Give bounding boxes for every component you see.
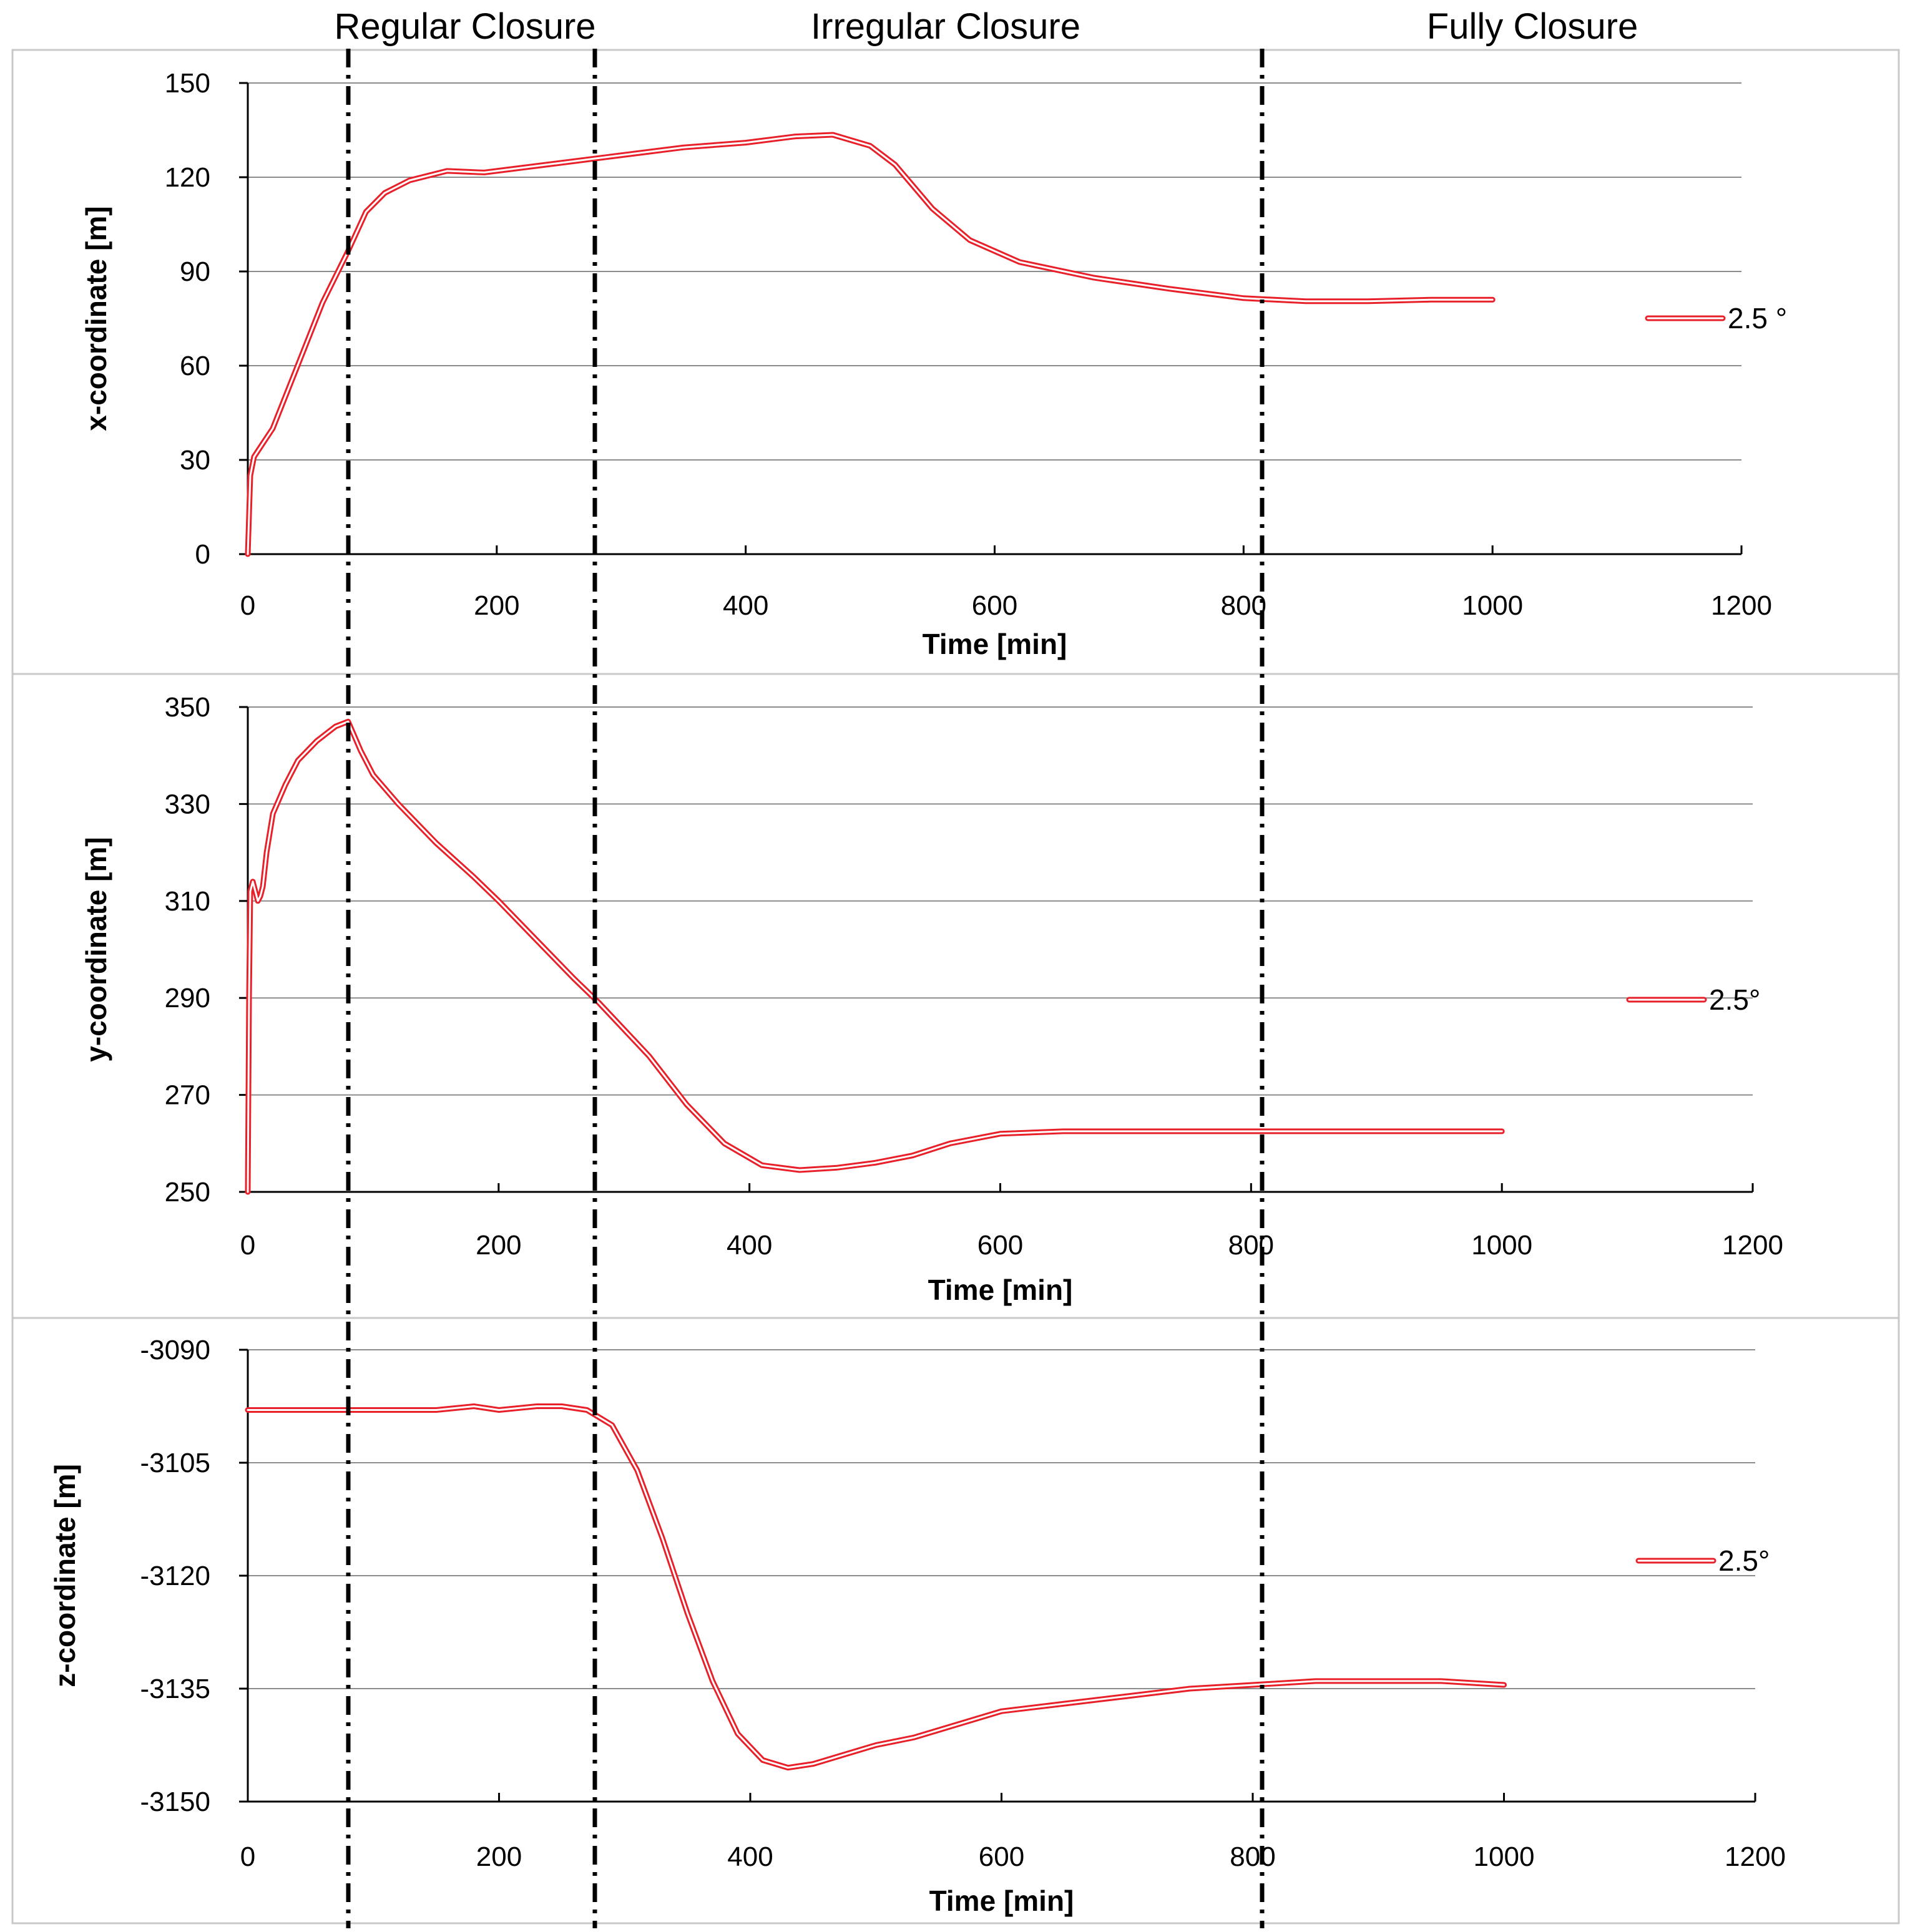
y-tick-label: -3135 (140, 1674, 210, 1704)
y-tick-label: 350 (165, 692, 210, 723)
y-tick-label: -3120 (140, 1561, 210, 1591)
y-axis-title: x-coordinate [m] (80, 206, 112, 431)
y-tick-label: 30 (180, 445, 210, 476)
chart-panel-3: -3150 -3135 -3120 -3105 -3090 0 200 400 600 800 10… (49, 1335, 1786, 1917)
series-line-inner (247, 720, 1503, 1193)
x-tick-label: 800 (1221, 590, 1266, 621)
y-tick-label: 290 (165, 983, 210, 1013)
x-tick-label: 400 (723, 590, 768, 621)
x-tick-label: 1000 (1471, 1230, 1532, 1261)
x-tick-label: 1200 (1722, 1230, 1783, 1261)
y-tick-label: 60 (180, 351, 210, 381)
x-tick-label: 800 (1230, 1842, 1275, 1872)
y-tick-label: 270 (165, 1080, 210, 1111)
x-tick-label: 0 (240, 1842, 255, 1872)
y-tick-label: 0 (195, 539, 210, 570)
legend-label: 2.5° (1709, 983, 1760, 1016)
x-tick-label: 400 (727, 1842, 773, 1872)
plots-layer: 0 30 60 90 120 150 0 200 400 600 800 1000 1200 Time [… (49, 68, 1787, 1917)
panel-frame-z (11, 1317, 1900, 1925)
y-tick-label: 330 (165, 789, 210, 819)
x-axis-title: Time [min] (928, 1274, 1073, 1306)
phase-layer: Regular Closure Irregular Closure Fully Cl… (334, 6, 1638, 1928)
x-tick-label: 0 (240, 1230, 255, 1261)
y-axis-title: y-coordinate [m] (80, 837, 112, 1061)
chart-panel-2: 250 270 290 310 330 350 0 200 400 600 800 1000 1200 T… (80, 692, 1783, 1306)
legend-label: 2.5° (1718, 1544, 1770, 1577)
phase-label: Irregular Closure (811, 6, 1080, 47)
series-line-inner (247, 134, 1494, 555)
y-tick-label: -3105 (140, 1448, 210, 1478)
y-tick-label: 250 (165, 1177, 210, 1208)
x-tick-label: 600 (979, 1842, 1024, 1872)
x-tick-label: 0 (240, 590, 255, 621)
phase-label: Regular Closure (334, 6, 595, 47)
y-tick-label: 120 (165, 162, 210, 193)
x-tick-label: 200 (476, 1230, 521, 1261)
y-tick-label: 150 (165, 68, 210, 99)
y-tick-label: -3150 (140, 1787, 210, 1817)
x-tick-label: 600 (977, 1230, 1023, 1261)
y-axis-title: z-coordinate [m] (49, 1464, 81, 1687)
phase-label: Fully Closure (1427, 6, 1638, 47)
chart-panel-1: 0 30 60 90 120 150 0 200 400 600 800 1000 1200 Time [… (80, 68, 1787, 660)
y-tick-label: -3090 (140, 1335, 210, 1365)
x-tick-label: 1000 (1462, 590, 1523, 621)
series-line-inner (247, 1405, 1505, 1769)
y-tick-label: 310 (165, 886, 210, 917)
y-tick-label: 90 (180, 256, 210, 287)
x-tick-label: 200 (476, 1842, 522, 1872)
x-tick-label: 1200 (1711, 590, 1772, 621)
x-tick-label: 600 (972, 590, 1017, 621)
x-axis-title: Time [min] (929, 1885, 1074, 1917)
x-tick-label: 1200 (1725, 1842, 1786, 1872)
x-axis-title: Time [min] (923, 628, 1067, 660)
legend-label: 2.5 ° (1728, 302, 1787, 334)
x-tick-label: 800 (1228, 1230, 1274, 1261)
x-tick-label: 200 (474, 590, 519, 621)
x-tick-label: 1000 (1474, 1842, 1535, 1872)
x-tick-label: 400 (727, 1230, 772, 1261)
